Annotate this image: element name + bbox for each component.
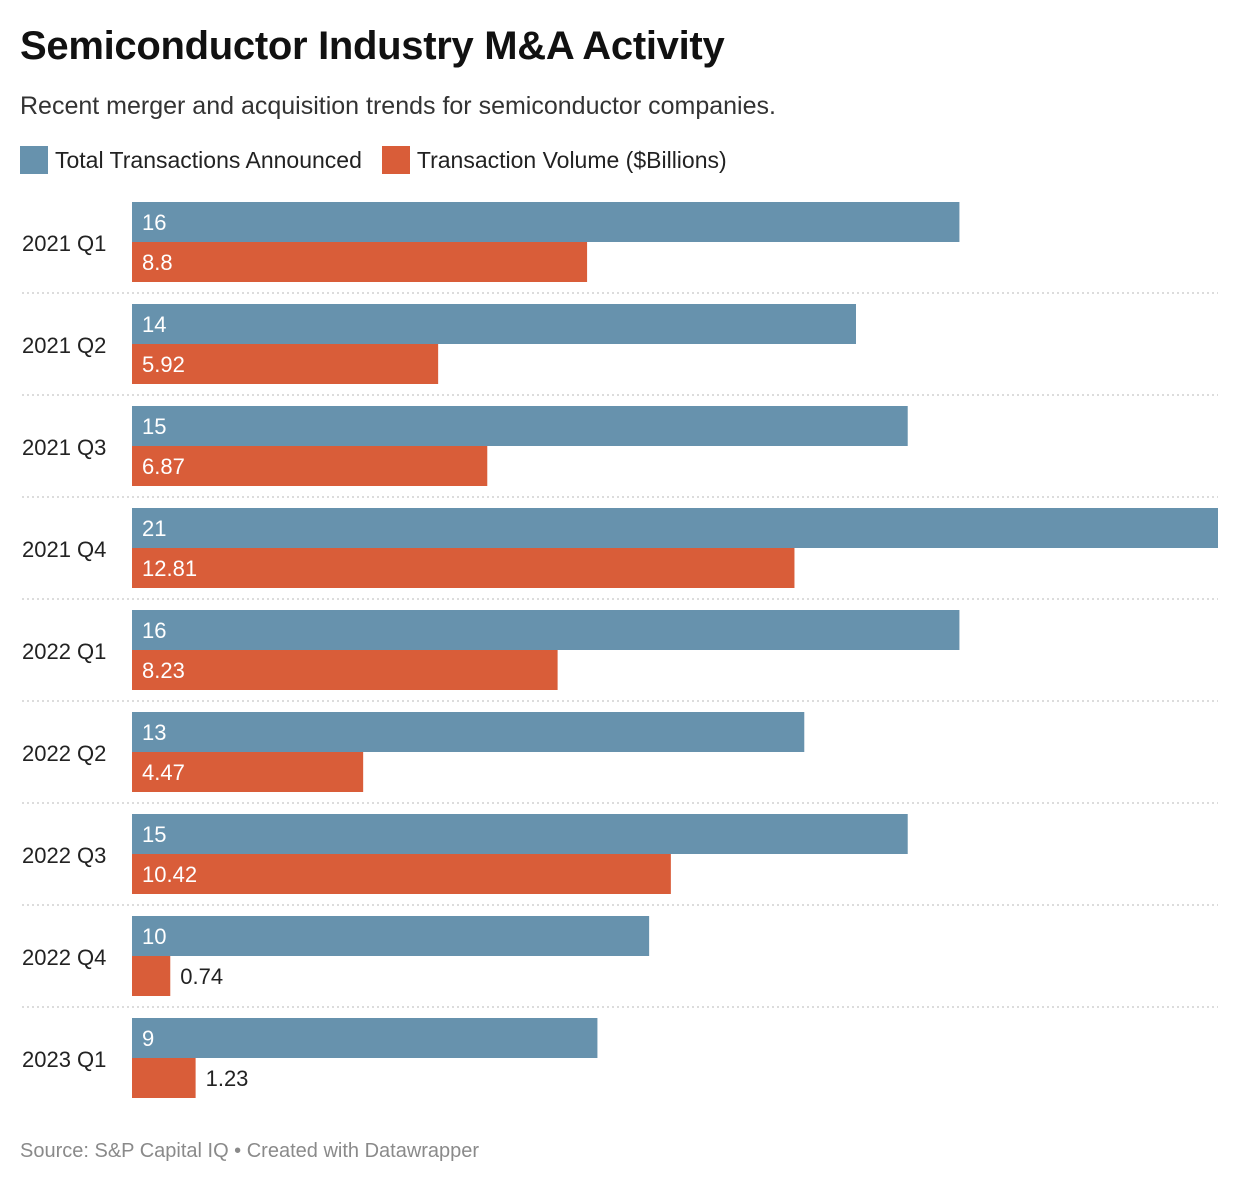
legend-swatch-volume <box>381 146 410 174</box>
data-label-volume: 8.8 <box>142 250 173 275</box>
category-label: 2022 Q1 <box>22 639 106 664</box>
data-label-transactions: 16 <box>142 210 166 235</box>
bar-transactions <box>132 304 856 344</box>
legend: Total Transactions Announced Transaction… <box>20 143 747 177</box>
source-note: Source: S&P Capital IQ • Created with Da… <box>20 1140 480 1162</box>
legend-swatch-transactions <box>20 146 48 174</box>
data-label-transactions: 16 <box>142 618 166 643</box>
category-label: 2023 Q1 <box>22 1047 106 1072</box>
bar-volume <box>132 548 795 588</box>
bar-volume <box>132 446 488 486</box>
bar-transactions <box>132 406 908 446</box>
bar-volume <box>132 344 439 384</box>
category-label: 2021 Q3 <box>22 435 106 460</box>
bar-transactions <box>132 1018 598 1058</box>
data-label-transactions: 9 <box>142 1026 154 1051</box>
bar-transactions <box>132 814 908 854</box>
data-label-volume: 12.81 <box>142 556 197 581</box>
bar-transactions <box>132 202 960 242</box>
data-label-volume: 0.74 <box>180 964 223 989</box>
data-label-transactions: 13 <box>142 720 166 745</box>
chart-subtitle: Recent merger and acquisition trends for… <box>20 92 776 120</box>
bar-transactions <box>132 508 1218 548</box>
category-label: 2021 Q4 <box>22 537 106 562</box>
data-label-volume: 5.92 <box>142 352 185 377</box>
bar-transactions <box>132 916 650 956</box>
legend-label-volume: Transaction Volume ($Billions) <box>416 146 727 173</box>
data-label-transactions: 14 <box>142 312 166 337</box>
data-label-transactions: 15 <box>142 414 166 439</box>
data-label-transactions: 10 <box>142 924 166 949</box>
bar-chart: 2021 Q1 16 8.8 2021 Q2 14 5.92 2021 Q3 15 6.87 20… <box>22 202 1218 1098</box>
bar-volume <box>132 650 558 690</box>
bar-volume <box>132 956 171 996</box>
data-label-volume: 10.42 <box>142 862 197 887</box>
bar-volume <box>132 1058 196 1098</box>
category-label: 2021 Q2 <box>22 333 106 358</box>
category-label: 2022 Q4 <box>22 945 106 970</box>
bar-volume <box>132 242 588 282</box>
category-label: 2022 Q3 <box>22 843 106 868</box>
legend-item-volume: Transaction Volume ($Billions) <box>381 146 727 174</box>
bar-transactions <box>132 610 960 650</box>
legend-item-transactions: Total Transactions Announced <box>20 146 362 174</box>
bar-volume <box>132 854 671 894</box>
chart-title: Semiconductor Industry M&A Activity <box>20 24 725 68</box>
legend-label-transactions: Total Transactions Announced <box>55 146 362 173</box>
category-label: 2021 Q1 <box>22 231 106 256</box>
category-label: 2022 Q2 <box>22 741 106 766</box>
data-label-transactions: 21 <box>142 516 166 541</box>
data-label-transactions: 15 <box>142 822 166 847</box>
data-label-volume: 6.87 <box>142 454 185 479</box>
bar-transactions <box>132 712 805 752</box>
data-label-volume: 4.47 <box>142 760 185 785</box>
data-label-volume: 1.23 <box>206 1066 249 1091</box>
bar-volume <box>132 752 364 792</box>
data-label-volume: 8.23 <box>142 658 185 683</box>
